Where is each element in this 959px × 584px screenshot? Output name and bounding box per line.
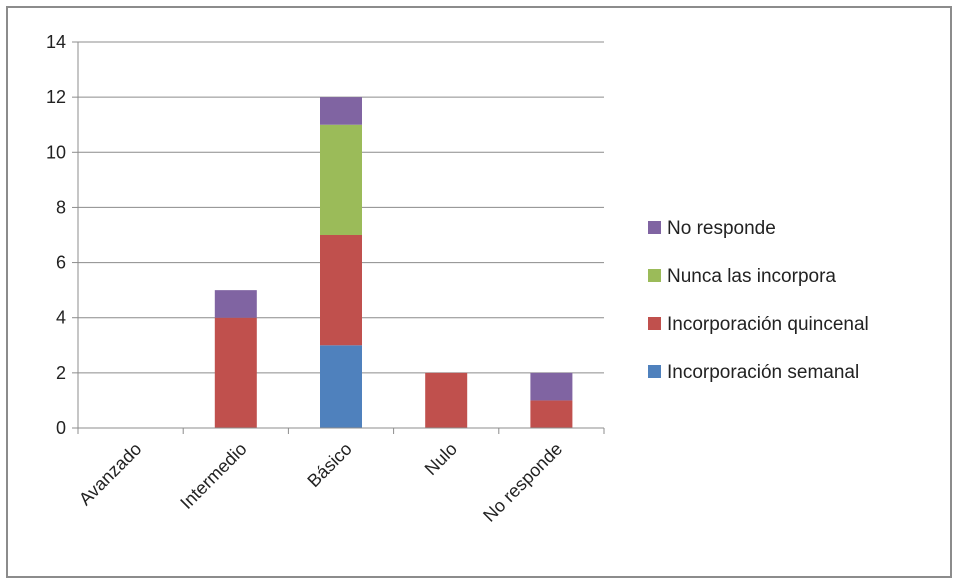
legend-item-nunca-las-incorpora: Nunca las incorpora [648, 266, 836, 287]
y-tick-label: 8 [56, 197, 66, 217]
legend-swatch [648, 365, 661, 378]
y-tick-label: 0 [56, 418, 66, 438]
y-tick-label: 12 [46, 87, 66, 107]
legend-swatch [648, 317, 661, 330]
x-tick-label-no-responde: No responde [479, 439, 566, 526]
y-tick-label: 4 [56, 308, 66, 328]
legend: No responde Nunca las incorpora Incorporac… [648, 218, 869, 383]
legend-item-incorporacion-semanal: Incorporación semanal [648, 362, 859, 383]
legend-item-incorporacion-quincenal: Incorporación quincenal [648, 314, 869, 335]
x-tick-label-basico: Básico [303, 439, 355, 491]
bar-intermedio-no-responde [214, 290, 257, 318]
legend-swatch [648, 221, 661, 234]
x-axis-ticks: Avanzado Intermedio Básico Nulo No responde [75, 428, 605, 526]
bar-no-responde-no-responde [530, 372, 573, 401]
y-tick-label: 10 [46, 142, 66, 162]
y-axis-ticks: 0 2 4 6 8 10 12 14 [46, 32, 78, 438]
legend-item-no-responde: No responde [648, 218, 776, 239]
chart-frame [6, 6, 952, 578]
y-tick-label: 14 [46, 32, 66, 52]
legend-label: Incorporación quincenal [667, 314, 869, 335]
bar-intermedio-incorporacion-quincenal [214, 317, 257, 428]
x-tick-label-intermedio: Intermedio [176, 439, 250, 513]
bars [214, 97, 573, 428]
axes [77, 42, 604, 429]
legend-swatch [648, 269, 661, 282]
x-tick-label-avanzado: Avanzado [75, 439, 146, 510]
legend-label: Incorporación semanal [667, 362, 859, 383]
bar-basico-no-responde [320, 97, 362, 125]
bar-basico-nunca-las-incorpora [320, 124, 362, 235]
legend-label: No responde [667, 218, 776, 239]
y-tick-label: 6 [56, 253, 66, 273]
legend-label: Nunca las incorpora [667, 266, 836, 287]
bar-nulo-incorporacion-quincenal [425, 372, 468, 428]
x-tick-label-nulo: Nulo [421, 439, 461, 479]
bar-basico-incorporacion-quincenal [320, 235, 362, 346]
y-tick-label: 2 [56, 363, 66, 383]
bar-basico-incorporacion-semanal [320, 345, 362, 428]
bar-no-responde-incorporacion-quincenal [530, 400, 573, 428]
